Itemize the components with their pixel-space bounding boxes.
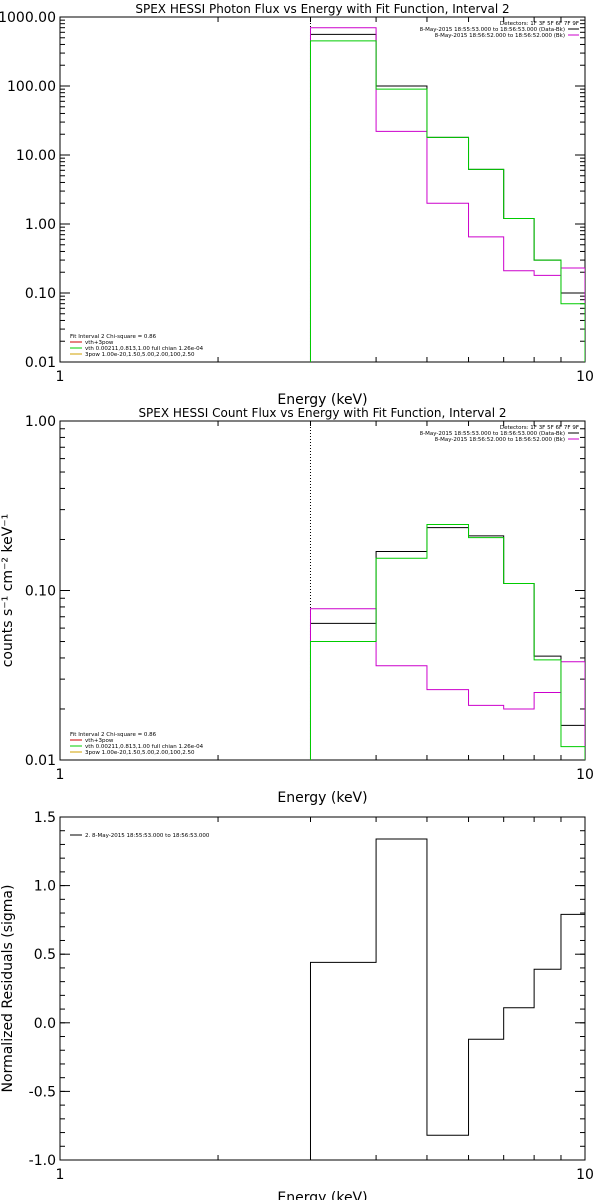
panel-photon: SPEX HESSI Photon Flux vs Energy with Fi… [0,2,594,408]
chart-title: SPEX HESSI Photon Flux vs Energy with Fi… [135,2,509,16]
y-tick-label: 0.10 [25,584,56,600]
series-group [309,838,585,1160]
chart-title: SPEX HESSI Count Flux vs Energy with Fit… [138,406,506,420]
series-2-step [309,40,585,362]
y-tick-label: 0.10 [25,286,56,302]
x-tick-label: 1 [56,369,65,385]
x-axis-label: Energy (keV) [277,392,367,408]
legend-entry: 8-May-2015 18:56:52.000 to 18:56:52.000 … [435,437,565,443]
series-1-step [309,27,585,362]
legend-entry: 3pow 1.00e-20,1.50,5.00,2.00,100,2.50 [85,352,195,358]
legend-entry: 2. 8-May-2015 18:55:53.000 to 18:56:53.0… [85,833,210,839]
y-tick-label: 1.5 [34,810,56,826]
y-tick-label: 0.0 [34,1016,56,1032]
legend-entry: 8-May-2015 18:56:52.000 to 18:56:52.000 … [435,33,565,39]
series-0-step [309,33,585,362]
y-tick-label: 10.00 [16,148,56,164]
legend-entry: vth+3pow [85,738,114,744]
y-axis-label: Normalized Residuals (sigma) [0,885,16,1093]
legend-entry: vth 0.00211,0.813,1.00 full chian 1.26e-… [85,346,204,352]
legend-header: Fit Interval 2 Chi-square = 0.86 [70,732,157,738]
y-tick-label: 0.5 [34,947,56,963]
x-tick-label: 10 [576,1167,594,1183]
x-tick-label: 10 [576,767,594,783]
series-1-step [309,608,585,760]
series-group [309,524,585,760]
y-tick-label: 100.00 [7,79,56,95]
y-tick-label: 1.00 [25,217,56,233]
series-0-step [309,527,585,760]
y-axis-label: counts s⁻¹ cm⁻² keV⁻¹ [0,514,16,668]
x-tick-label: 1 [56,1167,65,1183]
legend-entry: vth 0.00211,0.813,1.00 full chian 1.26e-… [85,744,204,750]
legend-entry: vth+3pow [85,340,114,346]
legend-entry: 3pow 1.00e-20,1.50,5.00,2.00,100,2.50 [85,750,195,756]
legend-entry: 8-May-2015 18:55:53.000 to 18:56:53.000 … [420,431,565,437]
panel-resid: 1 10 Energy (keV) -1.0 -0.5 0.0 0.5 1.0 1.5 Norma… [0,810,594,1200]
legend-header: Detectors: 1F 3F 5F 6F 7F 9F [500,21,579,27]
x-axis-label: Energy (keV) [277,790,367,806]
y-tick-label: 1.00 [25,414,56,430]
series-2-step [309,524,585,760]
y-tick-label: 0.01 [25,753,56,769]
x-axis-label: Energy (keV) [277,1190,367,1200]
legend-entry: 8-May-2015 18:55:53.000 to 18:56:53.000 … [420,27,565,33]
series-group [309,27,585,362]
panel-count: SPEX HESSI Count Flux vs Energy with Fit… [0,406,594,806]
x-tick-label: 10 [576,369,594,385]
legend-header: Fit Interval 2 Chi-square = 0.86 [70,334,157,340]
y-tick-label: 1.0 [34,879,56,895]
legend-header: Detectors: 1F 3F 5F 6F 7F 9F [500,425,579,431]
y-tick-label: 1000.00 [0,10,56,26]
plot-frame [59,816,586,1161]
x-tick-label: 1 [56,767,65,783]
y-tick-label: 0.01 [25,355,56,371]
series-0-step [309,838,585,1160]
plot-frame [59,16,586,363]
y-tick-label: -1.0 [29,1153,56,1169]
y-tick-label: -0.5 [29,1084,56,1100]
